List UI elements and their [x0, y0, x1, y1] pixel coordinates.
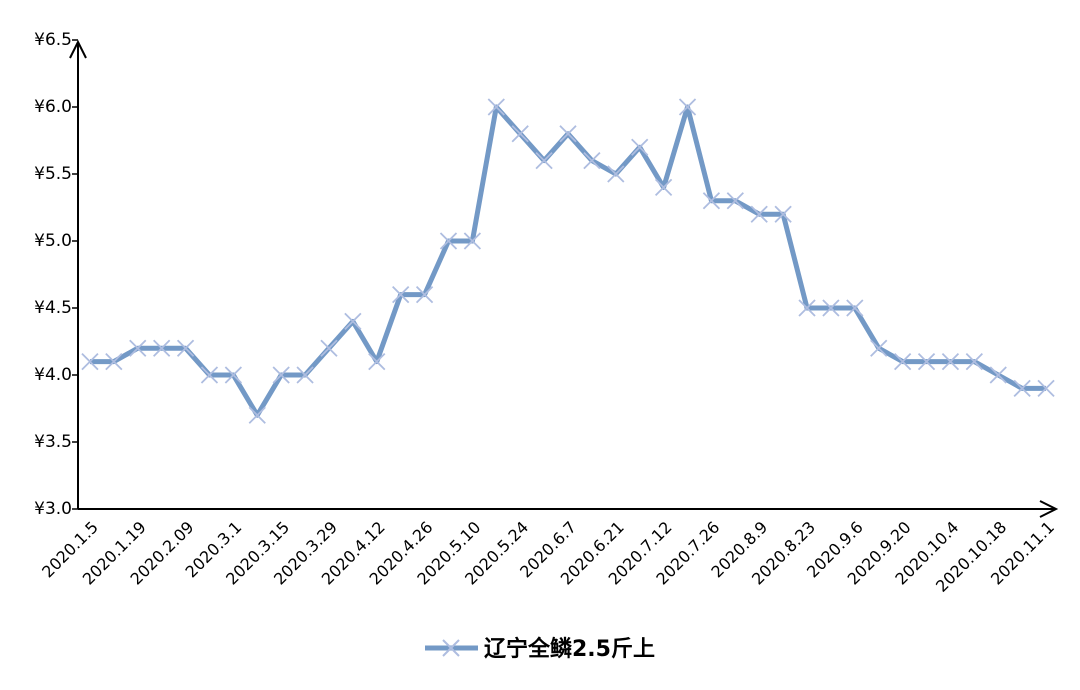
marker	[893, 352, 912, 371]
marker	[153, 339, 171, 357]
marker	[81, 352, 99, 371]
series-line	[89, 104, 1047, 418]
y-axis-arrow	[69, 39, 87, 59]
marker	[774, 205, 792, 223]
y-tick-label: ¥3.5	[34, 432, 72, 452]
marker	[654, 178, 673, 197]
y-tick-label: ¥4.0	[34, 365, 72, 385]
y-tick-label: ¥4.5	[34, 298, 72, 318]
marker	[105, 352, 123, 371]
y-tick-label: ¥5.0	[34, 231, 72, 251]
axes	[69, 39, 1059, 518]
marker	[200, 366, 219, 384]
legend: 辽宁全鳞2.5斤上	[425, 636, 655, 662]
marker	[726, 192, 744, 210]
marker	[607, 165, 625, 183]
marker	[224, 366, 243, 384]
marker	[870, 339, 888, 357]
y-tick-label: ¥6.5	[34, 30, 72, 50]
y-tick-label: ¥6.0	[34, 97, 72, 117]
marker	[487, 98, 505, 116]
marker	[750, 205, 768, 223]
marker	[1037, 379, 1055, 398]
marker	[822, 299, 840, 317]
marker	[415, 285, 434, 304]
y-tick-label: ¥5.5	[34, 164, 72, 184]
marker	[941, 352, 960, 371]
marker	[846, 299, 864, 317]
marker	[559, 125, 577, 143]
marker	[989, 366, 1007, 384]
marker	[368, 352, 386, 371]
marker	[463, 232, 482, 250]
marker	[702, 192, 721, 210]
marker	[917, 352, 936, 371]
marker	[965, 352, 983, 371]
marker	[344, 312, 362, 331]
marker	[798, 299, 816, 317]
marker	[129, 339, 147, 357]
marker	[392, 285, 410, 304]
marker	[248, 406, 266, 424]
marker	[583, 151, 601, 170]
y-tick-label: ¥3.0	[34, 499, 72, 519]
marker	[511, 125, 529, 143]
legend-label: 辽宁全鳞2.5斤上	[484, 636, 655, 662]
marker	[272, 366, 290, 384]
marker	[296, 366, 314, 384]
marker	[535, 151, 553, 170]
marker	[320, 339, 338, 357]
marker	[1013, 379, 1031, 398]
marker	[176, 339, 195, 357]
marker	[439, 232, 458, 250]
legend-marker	[442, 639, 460, 657]
marker	[631, 138, 649, 156]
marker	[678, 98, 697, 116]
x-axis-arrow	[1039, 500, 1059, 518]
